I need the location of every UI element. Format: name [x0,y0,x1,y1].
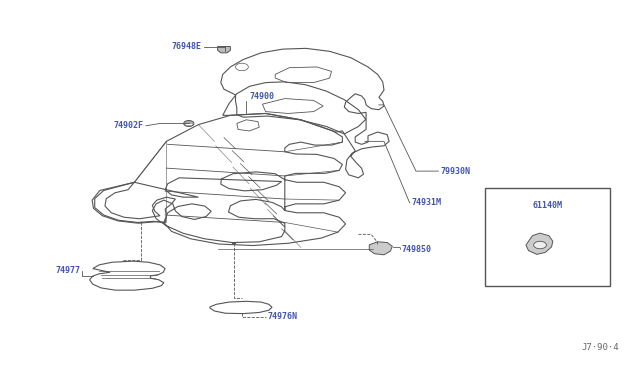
Text: 61140M: 61140M [532,201,563,210]
Polygon shape [218,46,230,53]
Text: 74977: 74977 [55,266,80,275]
Polygon shape [369,242,392,255]
Text: 74900: 74900 [250,92,275,101]
Text: 74902F: 74902F [114,121,144,130]
Text: 749850: 749850 [402,245,432,254]
Polygon shape [526,233,553,254]
Text: 74931M: 74931M [412,198,442,207]
Circle shape [534,241,547,249]
Text: 74976N: 74976N [268,312,298,321]
Text: 79930N: 79930N [440,167,470,176]
Text: J7·90·4: J7·90·4 [582,343,620,352]
Text: 76948E: 76948E [172,42,202,51]
Bar [485,188,610,286]
Circle shape [184,121,194,126]
